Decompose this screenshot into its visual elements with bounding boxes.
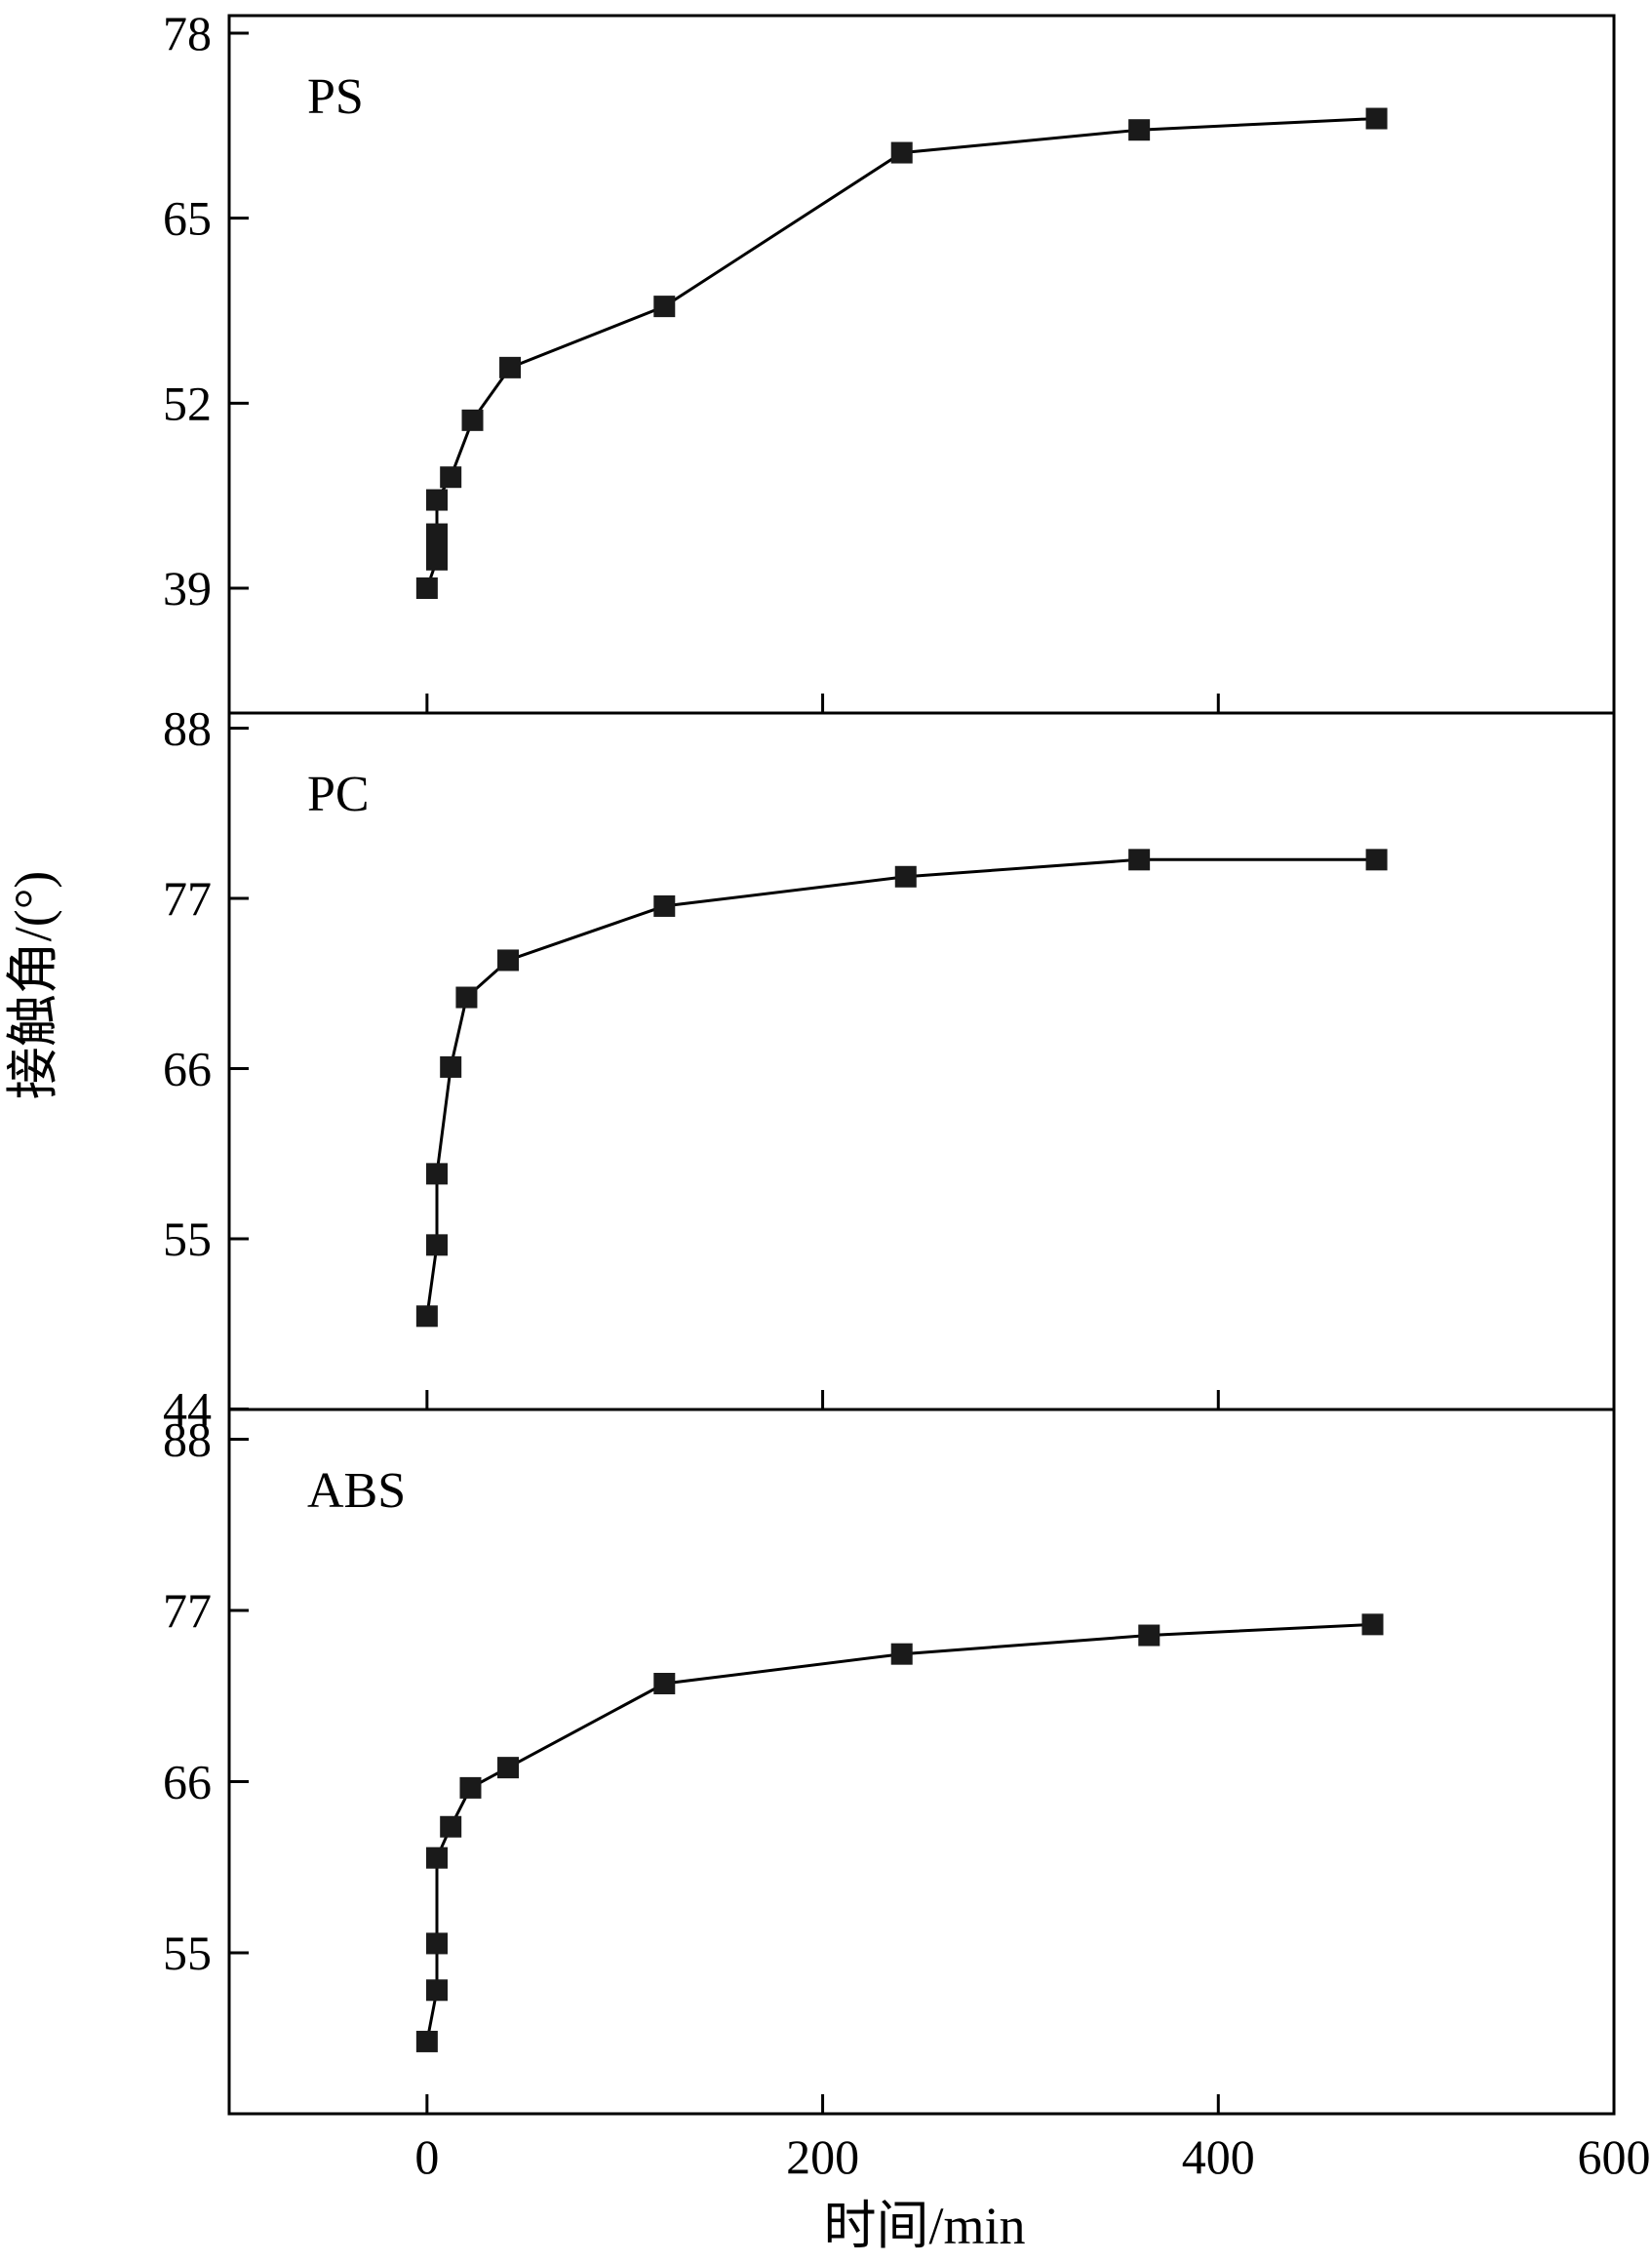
data-point	[426, 523, 448, 545]
data-point	[653, 1672, 676, 1694]
panel-frame	[227, 711, 1616, 1411]
data-point	[426, 1846, 448, 1869]
series-line	[425, 857, 1377, 1317]
panel-label: PS	[307, 69, 364, 125]
data-point	[1128, 849, 1151, 871]
data-point	[459, 1776, 482, 1799]
y-axis-title: 接触角/(°)	[4, 871, 62, 1100]
data-point	[426, 1163, 448, 1185]
data-point	[1361, 1613, 1384, 1636]
data-point	[426, 1234, 448, 1256]
data-point	[1128, 119, 1151, 141]
y-tick-label: 78	[163, 6, 212, 60]
data-point	[426, 1932, 448, 1955]
data-point	[415, 1305, 438, 1328]
y-tick-label: 66	[163, 1755, 212, 1809]
data-point	[497, 1757, 520, 1779]
x-tick-label: 0	[414, 2129, 439, 2184]
series-line	[425, 117, 1377, 589]
panel-frame	[227, 1408, 1616, 2116]
panel-ps: 39 52 65 78 PS	[163, 6, 1616, 715]
data-point	[890, 141, 913, 164]
y-tick-label: 44	[163, 1382, 212, 1437]
data-point	[461, 409, 484, 431]
y-tick-label: 39	[163, 561, 212, 615]
x-axis-title: 时间/min	[823, 2197, 1025, 2255]
y-tick-label: 77	[163, 871, 212, 926]
data-point	[1138, 1624, 1160, 1647]
data-point	[1365, 849, 1388, 871]
y-tick-label: 77	[163, 1583, 212, 1638]
data-point	[653, 296, 676, 318]
data-point	[890, 1643, 913, 1665]
panel-label: ABS	[307, 1463, 406, 1519]
y-tick-label: 55	[163, 1926, 212, 1980]
x-axis: 0 200 400 600	[414, 2129, 1650, 2184]
data-point	[440, 1815, 462, 1838]
data-point	[415, 2030, 438, 2052]
x-tick-label: 600	[1578, 2129, 1651, 2184]
data-point	[1365, 107, 1388, 130]
data-point	[440, 466, 462, 489]
series-line	[425, 1622, 1373, 2043]
x-tick-label: 400	[1182, 2129, 1255, 2184]
data-point	[415, 577, 438, 599]
data-point	[653, 894, 676, 917]
y-tick-label: 65	[163, 191, 212, 246]
panels-group: 39 52 65 78 PS 44 55 66 77 88 PC 55 66 77 88 ABS	[163, 6, 1616, 2116]
data-point	[426, 489, 448, 511]
x-tick-label: 200	[786, 2129, 859, 2184]
data-point	[426, 1979, 448, 2002]
y-tick-label: 88	[163, 701, 212, 756]
panel-pc: 44 55 66 77 88 PC	[163, 701, 1616, 1437]
data-point	[497, 949, 520, 972]
y-tick-label: 55	[163, 1211, 212, 1266]
panel-abs: 55 66 77 88 ABS	[163, 1408, 1616, 2116]
data-point	[455, 986, 478, 1009]
y-tick-label: 52	[163, 376, 212, 430]
y-tick-label: 88	[163, 1412, 212, 1467]
panel-label: PC	[307, 767, 370, 822]
data-point	[499, 356, 522, 378]
data-point	[440, 1055, 462, 1078]
panel-frame	[227, 14, 1616, 715]
data-point	[894, 865, 917, 888]
y-tick-label: 66	[163, 1042, 212, 1096]
